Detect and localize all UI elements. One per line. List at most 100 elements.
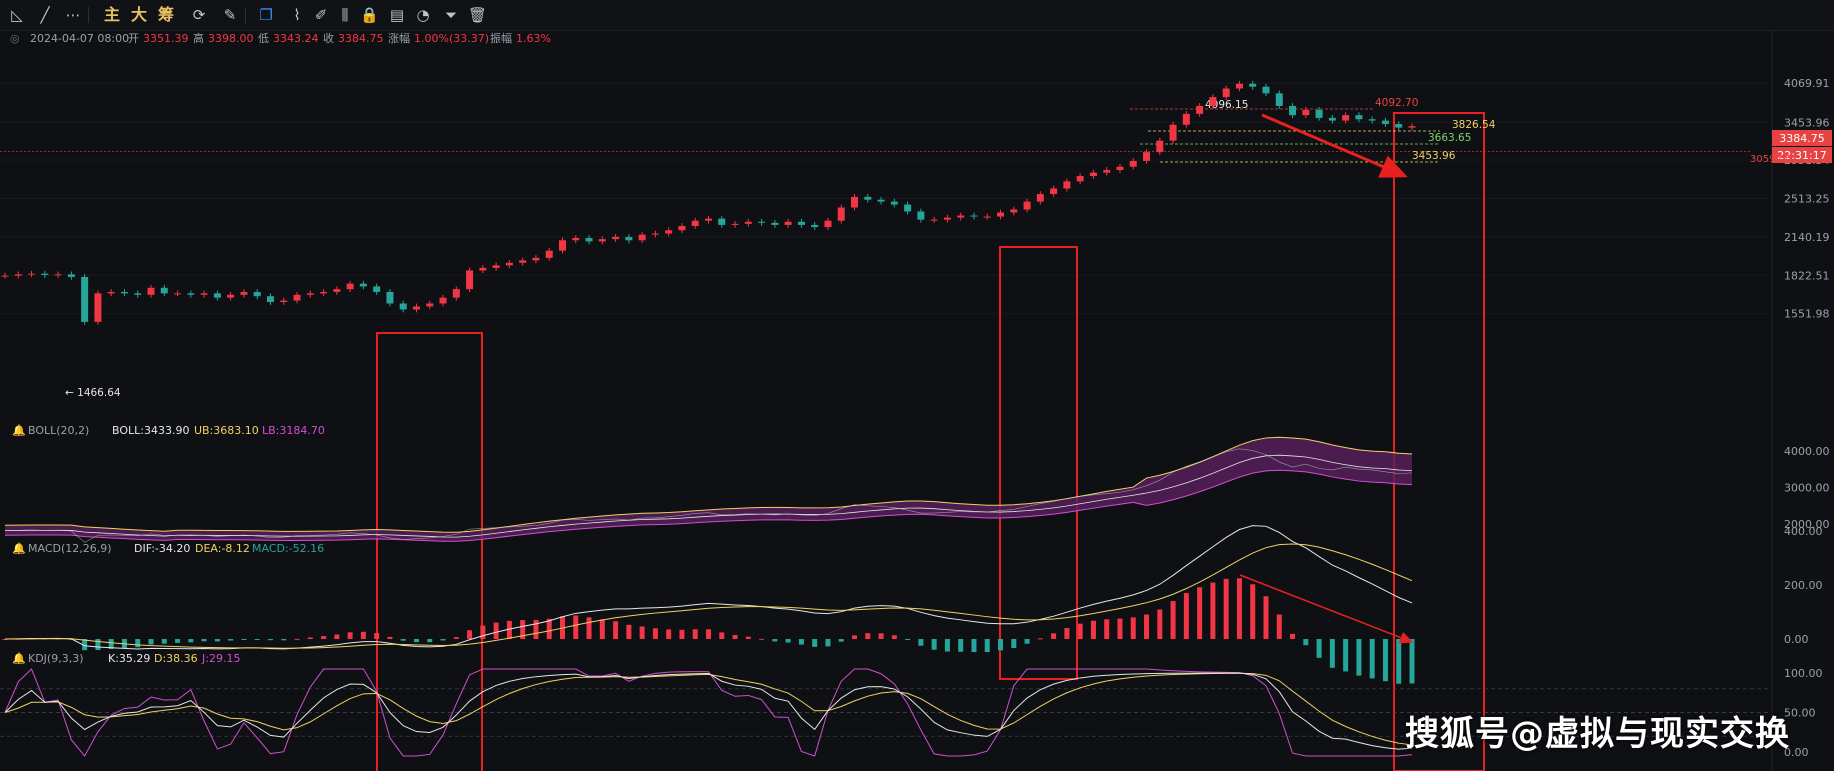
macd-bar xyxy=(161,639,167,644)
y-tick-label: 1551.98 xyxy=(1784,308,1830,321)
macd-dea-line xyxy=(4,543,1413,649)
macd-bar xyxy=(360,631,366,639)
pen-icon[interactable]: ✐ xyxy=(314,6,328,24)
candle-body xyxy=(1328,117,1336,121)
ruler-icon[interactable]: ⌇ xyxy=(293,6,301,24)
timer-text: 22:31:17 xyxy=(1777,149,1826,162)
candle-body xyxy=(452,289,460,298)
lock-icon[interactable]: 🔒 xyxy=(360,6,379,24)
kdj-y-tick: 100.00 xyxy=(1784,667,1823,680)
macd-bar xyxy=(1144,614,1150,639)
candles-icon[interactable]: ⫼ xyxy=(341,6,349,24)
ohlc-date: 2024-04-07 08:00 xyxy=(30,32,129,45)
macd-bar xyxy=(533,619,539,639)
macd-y-tick: 400.00 xyxy=(1784,525,1823,538)
macd-bar xyxy=(1157,609,1163,639)
candle-body xyxy=(399,303,407,310)
macd-bar xyxy=(413,639,419,643)
trash-icon[interactable]: 🗑 xyxy=(468,6,488,24)
highlight-box xyxy=(999,246,1078,680)
candle-body xyxy=(280,300,288,303)
macd-bar xyxy=(281,639,287,641)
macd-bar xyxy=(732,634,738,639)
candle-body xyxy=(306,293,314,295)
tool-4[interactable]: 大 xyxy=(130,5,147,24)
macd-y-tick: 200.00 xyxy=(1784,579,1823,592)
candle-body xyxy=(1036,194,1044,202)
macd-down-arrow xyxy=(1239,574,1414,644)
tool-3[interactable]: 主 xyxy=(103,5,120,24)
magnet-icon[interactable]: ◔ xyxy=(416,6,430,24)
tool-5[interactable]: 筹 xyxy=(157,5,174,24)
trend-arrows xyxy=(1239,113,1414,644)
candle-body xyxy=(638,234,646,241)
open-label: 开 xyxy=(128,32,139,45)
candle-body xyxy=(1275,93,1283,106)
macd-bar xyxy=(745,636,751,639)
price-badges: 3384.75 22:31:17 3059.00 xyxy=(1750,130,1832,165)
candle-body xyxy=(890,201,898,205)
macd-bar xyxy=(759,638,765,640)
candle-body xyxy=(466,270,474,290)
candle-body xyxy=(346,283,354,290)
candle-body xyxy=(160,287,168,294)
last-price-text: 3384.75 xyxy=(1779,132,1825,145)
macd-bar xyxy=(1104,619,1110,639)
macd-bar xyxy=(639,626,645,639)
kdj-name: KDJ(9,3,3) xyxy=(28,652,84,665)
candle-body xyxy=(612,236,620,240)
candle-body xyxy=(598,239,606,242)
candle-body xyxy=(426,303,434,307)
toolbar: ◺ ╱ ⋯ 主大筹 ⟳ ✎ ❐ ⌇ ✐ ⫼ 🔒 ▤ ◔ ⏷ 🗑 xyxy=(0,0,1834,31)
boll-lb-line xyxy=(4,469,1413,542)
grid xyxy=(0,82,1770,315)
kdj-info: 🔔 KDJ(9,3,3) K:35.29 D:38.36 J:29.15 xyxy=(12,652,240,665)
macd-bar xyxy=(1316,639,1322,658)
candle-body xyxy=(227,294,235,298)
filter-icon[interactable]: ⏷ xyxy=(444,6,457,24)
candle-body xyxy=(558,240,566,251)
candle-body xyxy=(200,293,208,295)
macd-bar xyxy=(958,639,964,652)
copy-icon[interactable]: ❐ xyxy=(259,6,273,24)
candle-body xyxy=(957,215,965,218)
brush-icon[interactable]: ✎ xyxy=(223,6,237,24)
candle-body xyxy=(731,223,739,225)
candle-body xyxy=(1235,83,1243,89)
watermark: 搜狐号@虚拟与现实交换 xyxy=(1405,714,1790,754)
candle-body xyxy=(439,297,447,304)
trend-angle-icon[interactable]: ◺ xyxy=(11,6,23,24)
ohlc-info: ◎ 2024-04-07 08:00 开 3351.39 高 3398.00 低… xyxy=(10,31,551,45)
candle-body xyxy=(1342,115,1350,121)
macd-bar xyxy=(1037,638,1043,640)
candle-body xyxy=(293,294,301,301)
macd-macd: MACD:-52.16 xyxy=(252,542,324,555)
toolbar-separator xyxy=(88,7,89,23)
macd-bar xyxy=(944,639,950,652)
candle-body xyxy=(1302,109,1310,116)
macd-bar xyxy=(321,636,327,639)
candle-body xyxy=(505,262,513,266)
level-label: 3663.65 xyxy=(1428,132,1471,144)
macd-bar xyxy=(825,639,831,647)
note-icon[interactable]: ▤ xyxy=(389,6,405,24)
macd-bar xyxy=(254,639,260,640)
macd-bar xyxy=(865,633,871,639)
boll-y-tick: 4000.00 xyxy=(1784,445,1830,458)
macd-bar xyxy=(2,639,8,640)
kdj-j-line xyxy=(4,668,1413,757)
macd-bar xyxy=(294,638,300,640)
refresh-icon[interactable]: ⟳ xyxy=(192,6,206,24)
level-label: ← 1466.64 xyxy=(65,387,121,399)
macd-bar xyxy=(214,639,220,642)
macd-bar xyxy=(1250,584,1256,639)
macd-dea: DEA:-8.12 xyxy=(195,542,250,555)
macd-bar xyxy=(201,639,207,642)
macd-bar xyxy=(613,621,619,639)
line-tool-icon[interactable]: ╱ xyxy=(40,6,50,24)
candle-body xyxy=(1023,201,1031,210)
candle-body xyxy=(811,224,819,228)
more-icon[interactable]: ⋯ xyxy=(65,6,81,24)
